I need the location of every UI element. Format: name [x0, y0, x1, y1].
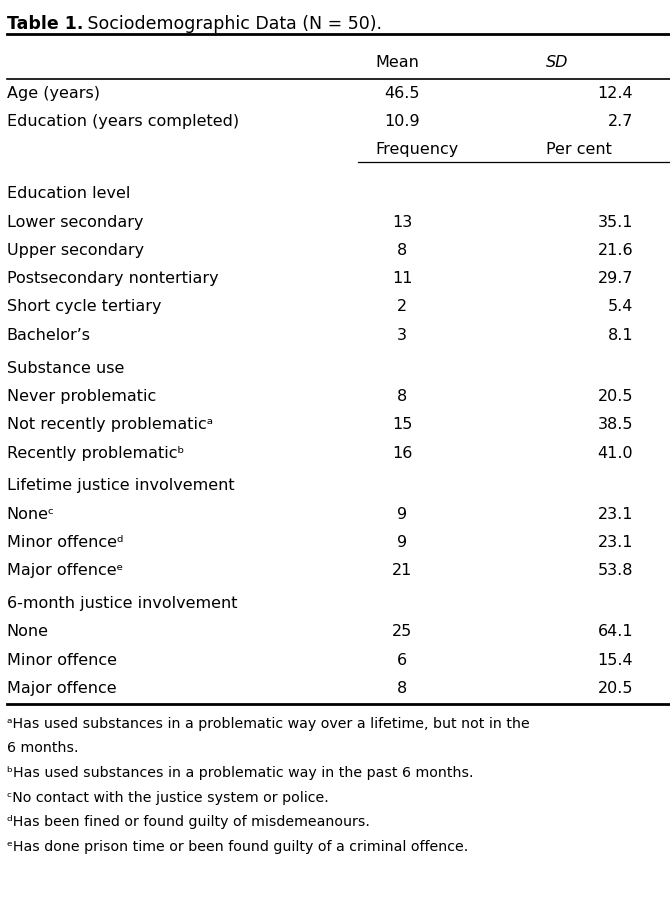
Text: 23.1: 23.1: [598, 535, 633, 550]
Text: 9: 9: [397, 535, 407, 550]
Text: Not recently problematicᵃ: Not recently problematicᵃ: [7, 417, 213, 432]
Text: ᶜNo contact with the justice system or police.: ᶜNo contact with the justice system or p…: [7, 791, 328, 804]
Text: 29.7: 29.7: [598, 271, 633, 286]
Text: 46.5: 46.5: [385, 86, 419, 100]
Text: 8: 8: [397, 681, 407, 696]
Text: Per cent: Per cent: [546, 142, 612, 157]
Text: Lower secondary: Lower secondary: [7, 215, 143, 229]
Text: 5.4: 5.4: [608, 299, 633, 314]
Text: 9: 9: [397, 507, 407, 521]
Text: Upper secondary: Upper secondary: [7, 243, 144, 257]
Text: None: None: [7, 624, 49, 639]
Text: 20.5: 20.5: [598, 681, 633, 696]
Text: 6 months.: 6 months.: [7, 741, 78, 755]
Text: 11: 11: [392, 271, 412, 286]
Text: 8: 8: [397, 389, 407, 404]
Text: Recently problematicᵇ: Recently problematicᵇ: [7, 446, 184, 460]
Text: 64.1: 64.1: [598, 624, 633, 639]
Text: 25: 25: [392, 624, 412, 639]
Text: ᵃHas used substances in a problematic way over a lifetime, but not in the: ᵃHas used substances in a problematic wa…: [7, 717, 529, 730]
Text: Lifetime justice involvement: Lifetime justice involvement: [7, 478, 234, 493]
Text: 15.4: 15.4: [598, 653, 633, 667]
Text: Education (years completed): Education (years completed): [7, 114, 239, 129]
Text: 6: 6: [397, 653, 407, 667]
Text: 35.1: 35.1: [598, 215, 633, 229]
Text: Major offence: Major offence: [7, 681, 117, 696]
Text: 16: 16: [392, 446, 412, 460]
Text: 2: 2: [397, 299, 407, 314]
Text: Minor offence: Minor offence: [7, 653, 117, 667]
Text: Major offenceᵉ: Major offenceᵉ: [7, 563, 123, 578]
Text: ᵈHas been fined or found guilty of misdemeanours.: ᵈHas been fined or found guilty of misde…: [7, 815, 370, 829]
Text: Mean: Mean: [375, 55, 419, 69]
Text: Short cycle tertiary: Short cycle tertiary: [7, 299, 161, 314]
Text: 21.6: 21.6: [598, 243, 633, 257]
Text: Minor offenceᵈ: Minor offenceᵈ: [7, 535, 123, 550]
Text: Sociodemographic Data (N = 50).: Sociodemographic Data (N = 50).: [82, 15, 382, 33]
Text: Table 1.: Table 1.: [7, 15, 83, 33]
Text: Never problematic: Never problematic: [7, 389, 156, 404]
Text: 6-month justice involvement: 6-month justice involvement: [7, 596, 237, 611]
Text: 8: 8: [397, 243, 407, 257]
Text: Frequency: Frequency: [375, 142, 458, 157]
Text: Bachelor’s: Bachelor’s: [7, 328, 90, 342]
Text: 20.5: 20.5: [598, 389, 633, 404]
Text: Substance use: Substance use: [7, 361, 124, 375]
Text: Education level: Education level: [7, 186, 130, 201]
Text: 13: 13: [392, 215, 412, 229]
Text: 15: 15: [392, 417, 412, 432]
Text: ᵉHas done prison time or been found guilty of a criminal offence.: ᵉHas done prison time or been found guil…: [7, 840, 468, 854]
Text: 3: 3: [397, 328, 407, 342]
Text: 21: 21: [392, 563, 412, 578]
Text: Noneᶜ: Noneᶜ: [7, 507, 54, 521]
Text: 12.4: 12.4: [598, 86, 633, 100]
Text: 23.1: 23.1: [598, 507, 633, 521]
Text: ᵇHas used substances in a problematic way in the past 6 months.: ᵇHas used substances in a problematic wa…: [7, 766, 473, 780]
Text: 8.1: 8.1: [608, 328, 633, 342]
Text: 10.9: 10.9: [384, 114, 420, 129]
Text: Postsecondary nontertiary: Postsecondary nontertiary: [7, 271, 218, 286]
Text: 53.8: 53.8: [598, 563, 633, 578]
Text: 41.0: 41.0: [598, 446, 633, 460]
Text: 38.5: 38.5: [598, 417, 633, 432]
Text: 2.7: 2.7: [608, 114, 633, 129]
Text: Age (years): Age (years): [7, 86, 100, 100]
Text: SD: SD: [546, 55, 569, 69]
